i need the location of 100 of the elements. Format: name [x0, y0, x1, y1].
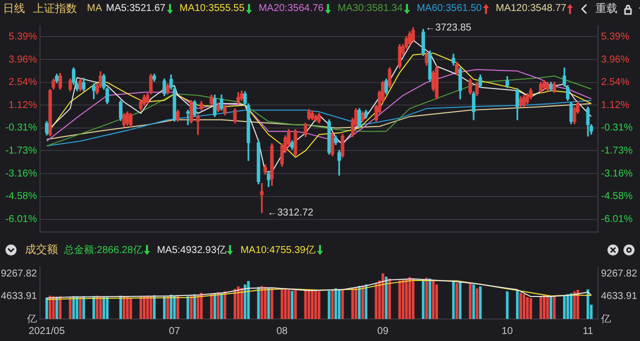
bar [304, 290, 307, 319]
y2-tick-label: 9267.82 [601, 268, 638, 280]
bar [270, 288, 274, 319]
x-tick-label: 10 [502, 326, 514, 337]
y-tick-label: -4.58% [5, 191, 38, 202]
bar [354, 287, 358, 319]
y2-tick-label: 3.96% [601, 54, 630, 66]
y2-tick-label: -1.73% [601, 145, 633, 156]
bar [244, 284, 246, 319]
annotation: ←3312.72 [267, 208, 314, 219]
text: MA10:3555.55 [180, 3, 245, 14]
bar [318, 291, 320, 319]
text: MA60:3561.50 [416, 3, 482, 14]
bar [284, 288, 287, 319]
bar [308, 290, 310, 319]
bar [99, 296, 102, 319]
bar [146, 296, 149, 319]
bar [388, 278, 391, 319]
bar [573, 291, 576, 319]
y-tick-label: -3.16% [5, 168, 38, 180]
bar [384, 276, 388, 319]
text: 总金额:2866.28亿 [64, 244, 143, 256]
chart-title: 上证指数 [33, 2, 77, 16]
y2-tick-label: 亿 [600, 314, 611, 325]
bar [341, 288, 344, 319]
bar [563, 295, 566, 319]
bar [546, 296, 549, 319]
bar [210, 294, 213, 319]
bar [550, 296, 552, 319]
bar [374, 282, 378, 319]
bar [220, 293, 223, 319]
y2-tick-label: 2.54% [601, 77, 630, 88]
bar [267, 288, 270, 319]
bar [425, 278, 428, 319]
bar [432, 280, 435, 319]
bar [458, 282, 462, 319]
bar [338, 289, 340, 319]
bar [287, 290, 290, 319]
bar [52, 296, 55, 319]
y-tick-label: 9267.82 [0, 268, 38, 280]
x-tick-label: 09 [377, 326, 389, 337]
bar [234, 288, 236, 319]
bar [314, 290, 317, 319]
y-tick-label: 3.96% [8, 54, 38, 66]
y-tick-label: 2.54% [8, 77, 38, 88]
text: MA20:3564.76 [258, 3, 324, 14]
bar [196, 294, 200, 319]
y2-tick-label: -4.58% [601, 191, 633, 202]
bar [452, 281, 455, 319]
text: 重载 [595, 2, 618, 16]
bar [522, 294, 526, 319]
bar [290, 290, 294, 319]
bar [257, 286, 260, 319]
text: MA5:3521.67 [106, 3, 166, 14]
bar [334, 288, 338, 319]
text: MA [87, 3, 102, 14]
text: MA120:3548.77 [496, 3, 566, 14]
bar [455, 282, 458, 319]
chart-title: 成交额 [25, 242, 58, 257]
text: MA10:4755.39亿 [240, 244, 316, 256]
x-tick-label: 07 [168, 326, 180, 337]
text: 日线 [3, 2, 25, 16]
text: MA5:4932.93亿 [156, 244, 226, 256]
y2-tick-label: 1.12% [601, 100, 630, 111]
y2-tick-label: -6.01% [601, 214, 633, 226]
bar [526, 297, 529, 319]
bar [129, 298, 132, 319]
bar [506, 291, 509, 319]
bar [519, 292, 522, 319]
bar [405, 278, 408, 319]
bar [328, 290, 330, 319]
x-tick-label: 2021/05 [28, 326, 66, 337]
bar [382, 273, 384, 319]
bar [428, 278, 432, 319]
y2-tick-label: 5.39% [601, 31, 630, 42]
bar [106, 297, 109, 319]
bar [402, 280, 404, 319]
bar [566, 294, 570, 319]
bar [102, 297, 106, 319]
y-tick-label: 4633.91 [0, 291, 38, 302]
bar [122, 296, 126, 319]
bar [412, 280, 414, 319]
bar [398, 280, 402, 319]
bar [479, 286, 482, 319]
bar [472, 284, 475, 319]
bar [516, 290, 519, 319]
bar [150, 296, 152, 319]
bar [540, 296, 542, 319]
bar [163, 296, 166, 319]
bar [468, 282, 472, 319]
bar [435, 284, 438, 319]
y-tick-label: -6.01% [5, 214, 38, 226]
y-tick-label: 亿 [26, 314, 37, 325]
bar [76, 296, 78, 319]
y-tick-label: 1.12% [8, 100, 38, 111]
x-tick-label: 08 [276, 326, 288, 337]
bar [476, 288, 478, 319]
x-tick-label: 11 [582, 326, 594, 337]
y2-tick-label: -0.31% [601, 122, 633, 134]
bar [529, 298, 532, 319]
